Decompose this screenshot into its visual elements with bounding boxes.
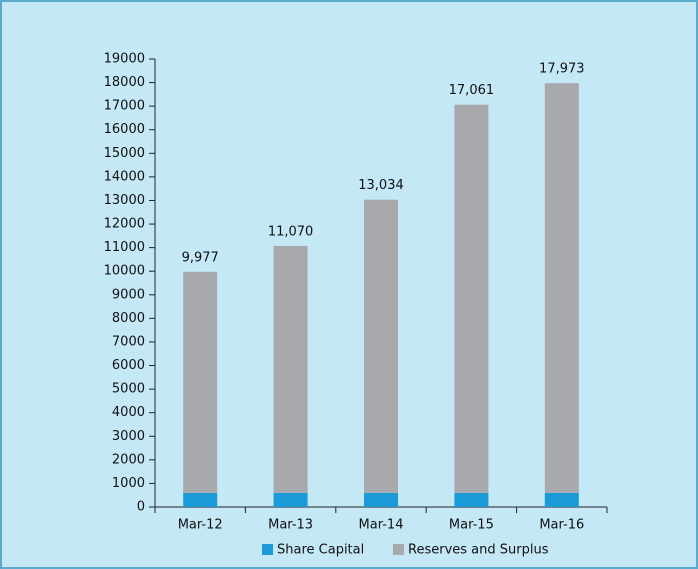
y-tick-label: 19000 bbox=[104, 52, 145, 67]
bar-segment bbox=[273, 492, 308, 507]
total-label: 17,061 bbox=[449, 83, 495, 98]
y-tick-label: 15000 bbox=[104, 146, 145, 161]
x-tick-label: Mar-16 bbox=[539, 518, 584, 533]
y-tick-label: 0 bbox=[137, 500, 145, 515]
legend-swatch bbox=[393, 544, 404, 555]
bar-segment bbox=[544, 492, 579, 507]
total-label: 17,973 bbox=[539, 62, 585, 77]
y-tick-label: 8000 bbox=[112, 311, 145, 326]
y-tick-label: 16000 bbox=[104, 122, 145, 137]
bar-segment bbox=[183, 492, 218, 507]
y-tick-label: 12000 bbox=[104, 217, 145, 232]
bar-segment bbox=[364, 199, 398, 493]
y-tick-label: 11000 bbox=[104, 240, 145, 255]
legend-label: Share Capital bbox=[277, 543, 364, 558]
bar-segment bbox=[544, 83, 579, 493]
bar-segment bbox=[273, 245, 308, 493]
bar-segment bbox=[183, 271, 218, 493]
y-tick-label: 9000 bbox=[112, 287, 145, 302]
y-tick-label: 6000 bbox=[112, 358, 145, 373]
total-label: 13,034 bbox=[358, 178, 404, 193]
legend-swatch bbox=[262, 544, 273, 555]
y-tick-label: 2000 bbox=[112, 452, 145, 467]
y-tick-label: 1000 bbox=[112, 476, 145, 491]
y-tick-label: 7000 bbox=[112, 334, 145, 349]
y-tick-label: 10000 bbox=[104, 264, 145, 279]
bar-segment bbox=[364, 492, 398, 507]
legend-label: Reserves and Surplus bbox=[408, 543, 549, 558]
bar-segment bbox=[454, 492, 489, 507]
total-label: 11,070 bbox=[268, 224, 314, 239]
x-tick-label: Mar-13 bbox=[268, 518, 313, 533]
y-tick-label: 18000 bbox=[104, 75, 145, 90]
y-tick-label: 5000 bbox=[112, 382, 145, 397]
y-tick-label: 13000 bbox=[104, 193, 145, 208]
y-tick-label: 14000 bbox=[104, 169, 145, 184]
y-tick-label: 3000 bbox=[112, 429, 145, 444]
bar-segment bbox=[454, 104, 489, 493]
x-tick-label: Mar-14 bbox=[359, 518, 404, 533]
y-tick-label: 17000 bbox=[104, 99, 145, 114]
y-tick-label: 4000 bbox=[112, 405, 145, 420]
x-tick-label: Mar-15 bbox=[449, 518, 494, 533]
x-tick-label: Mar-12 bbox=[178, 518, 223, 533]
total-label: 9,977 bbox=[182, 250, 219, 265]
